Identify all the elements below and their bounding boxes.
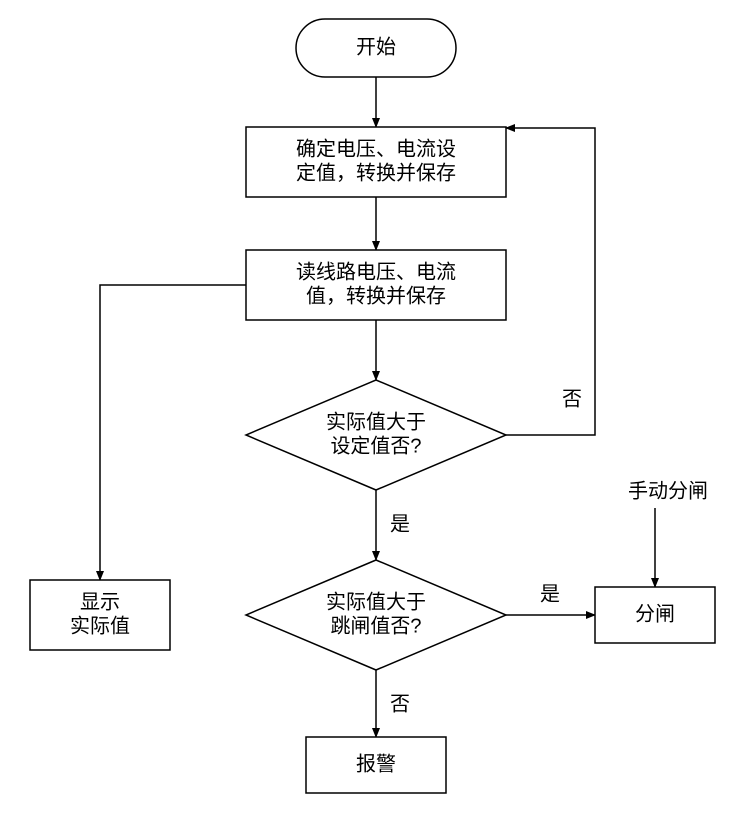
edge-manual-trip: 手动分闸 bbox=[628, 479, 708, 587]
read-text-1: 读线路电压、电流 bbox=[296, 260, 456, 283]
display-text-2: 实际值 bbox=[70, 614, 130, 637]
node-decision1: 实际值大于 设定值否? bbox=[246, 380, 506, 490]
edge-decision2-no: 否 bbox=[376, 670, 410, 737]
decision1-text-1: 实际值大于 bbox=[326, 410, 426, 433]
node-read: 读线路电压、电流 值，转换并保存 bbox=[246, 250, 506, 320]
read-text-2: 值，转换并保存 bbox=[306, 284, 446, 307]
alarm-text: 报警 bbox=[356, 752, 396, 775]
node-alarm: 报警 bbox=[306, 737, 446, 793]
node-trip: 分闸 bbox=[595, 587, 715, 643]
decision2-text-2: 跳闸值否? bbox=[330, 614, 421, 637]
node-display: 显示 实际值 bbox=[30, 580, 170, 650]
label-manual: 手动分闸 bbox=[628, 479, 708, 502]
label-yes-2: 是 bbox=[540, 583, 560, 605]
node-setpoint: 确定电压、电流设 定值，转换并保存 bbox=[246, 127, 506, 197]
label-yes-1: 是 bbox=[390, 513, 410, 535]
setpoint-text-1: 确定电压、电流设 bbox=[296, 137, 456, 160]
decision2-text-1: 实际值大于 bbox=[326, 590, 426, 613]
setpoint-text-2: 定值，转换并保存 bbox=[296, 161, 456, 184]
label-no-2: 否 bbox=[390, 693, 410, 715]
edge-decision2-yes: 是 bbox=[506, 583, 595, 615]
label-no-1: 否 bbox=[562, 388, 582, 410]
edge-decision1-yes: 是 bbox=[376, 490, 410, 560]
edge-read-display bbox=[100, 285, 246, 580]
node-decision2: 实际值大于 跳闸值否? bbox=[246, 560, 506, 670]
display-text-1: 显示 bbox=[80, 591, 120, 613]
trip-text: 分闸 bbox=[635, 602, 675, 625]
start-text: 开始 bbox=[356, 35, 396, 58]
edge-decision1-no: 否 bbox=[506, 128, 595, 435]
decision1-text-2: 设定值否? bbox=[330, 434, 421, 457]
node-start: 开始 bbox=[296, 19, 456, 77]
